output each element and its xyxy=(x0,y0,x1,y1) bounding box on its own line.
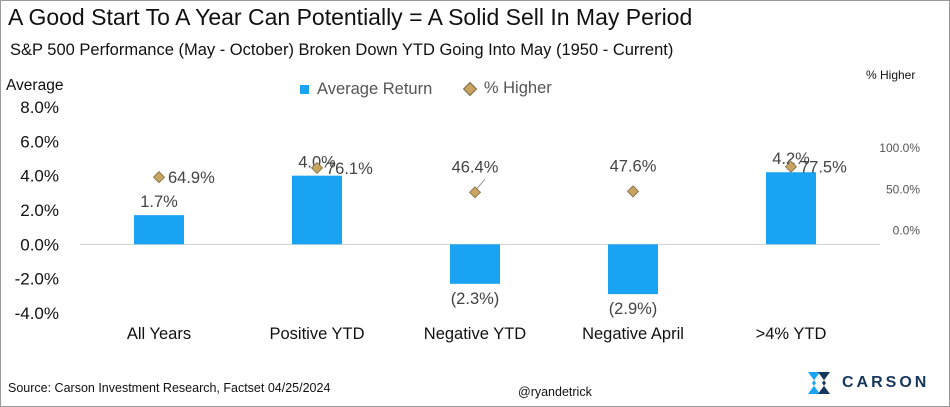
carson-logo-icon xyxy=(808,372,830,394)
bar xyxy=(134,215,184,245)
category-label: >4% YTD xyxy=(756,325,827,343)
y-tick-label: 2.0% xyxy=(20,201,59,220)
category-label: Negative April xyxy=(582,325,684,343)
marker-data-label: 64.9% xyxy=(168,169,215,187)
marker-leader-line xyxy=(476,179,486,189)
bar xyxy=(292,175,342,245)
y-tick-label: 0.0% xyxy=(20,235,59,254)
marker-point xyxy=(152,171,166,184)
legend-label-average-return: Average Return xyxy=(317,79,433,98)
carson-logo-text: CARSON xyxy=(842,374,930,391)
carson-logo: CARSON xyxy=(806,370,929,396)
y-tick-label: 6.0% xyxy=(20,132,59,151)
category-label: Negative YTD xyxy=(424,325,526,343)
y-tick-label: 4.0% xyxy=(20,167,59,186)
source-note: Source: Carson Investment Research, Fact… xyxy=(8,381,331,395)
category-label: All Years xyxy=(127,325,191,343)
marker-point xyxy=(626,185,640,198)
marker-point xyxy=(784,160,798,173)
category-label: Positive YTD xyxy=(269,325,364,343)
chart-title: A Good Start To A Year Can Potentially =… xyxy=(8,4,693,30)
legend-swatch-bar xyxy=(300,84,309,94)
marker-data-label: 47.6% xyxy=(610,157,657,175)
marker-point xyxy=(310,161,324,174)
chart-subtitle: S&P 500 Performance (May - October) Brok… xyxy=(10,41,674,59)
bar-data-label: 4.2% xyxy=(772,150,810,168)
y-axis-label: Average xyxy=(6,77,64,94)
bar-data-label: 1.7% xyxy=(140,193,178,211)
y-tick-label: -4.0% xyxy=(15,304,59,323)
bar-data-label: (2.9%) xyxy=(609,300,658,318)
y-tick-label: -2.0% xyxy=(15,270,59,289)
author-handle: @ryandetrick xyxy=(518,385,592,399)
bar xyxy=(766,172,816,245)
bar xyxy=(450,244,500,284)
marker-data-label: 77.5% xyxy=(800,159,847,177)
marker-point xyxy=(468,186,482,199)
legend-item-pct-higher: % Higher xyxy=(462,79,552,98)
legend-item-average-return: Average Return xyxy=(300,80,432,99)
legend: Average Return % Higher xyxy=(300,79,580,99)
marker-data-label: 76.1% xyxy=(326,160,373,178)
bar xyxy=(608,244,658,295)
y2-tick-label: 50.0% xyxy=(886,182,920,196)
bar-data-label: (2.3%) xyxy=(451,290,500,308)
y2-tick-label: 100.0% xyxy=(879,141,920,155)
y2-tick-label: 0.0% xyxy=(893,224,921,238)
y-tick-label: 8.0% xyxy=(20,98,59,117)
y2-axis-label: % Higher xyxy=(866,68,916,82)
marker-data-label: 46.4% xyxy=(452,158,499,176)
legend-label-pct-higher: % Higher xyxy=(483,79,552,97)
